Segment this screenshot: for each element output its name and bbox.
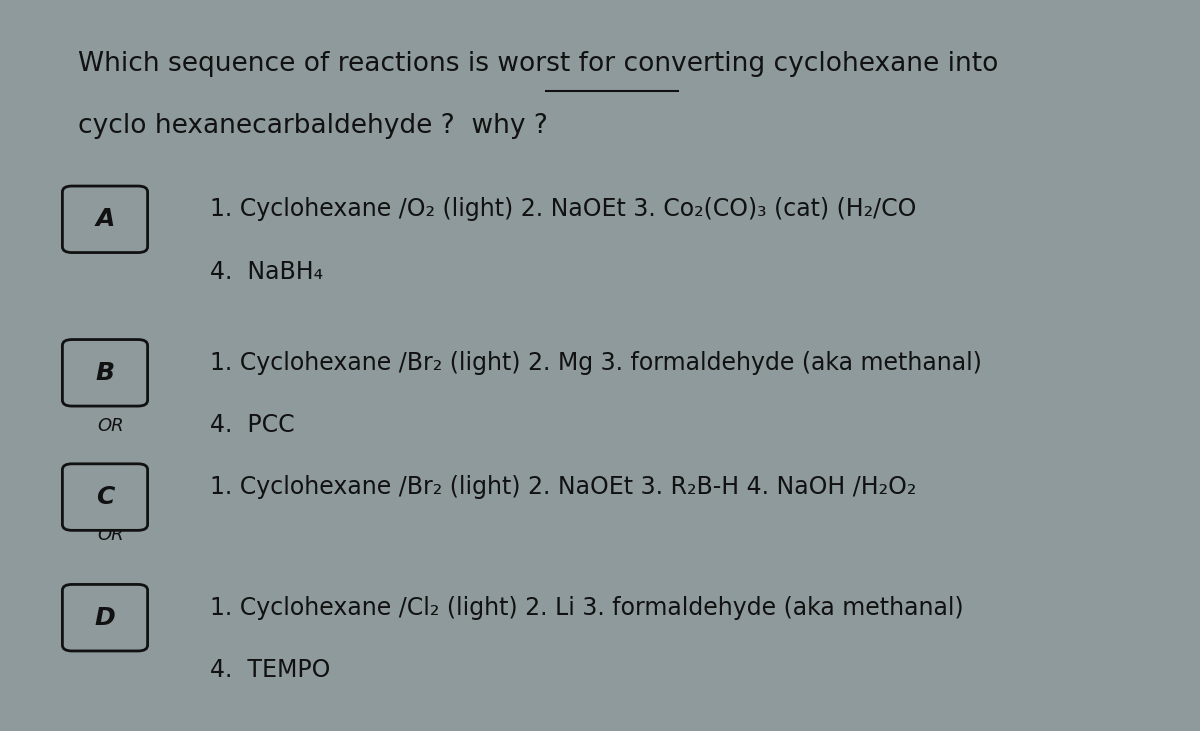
Text: 4.  TEMPO: 4. TEMPO <box>210 658 330 682</box>
Text: A: A <box>95 208 115 231</box>
Text: 1. Cyclohexane /Br₂ (light) 2. NaOEt 3. R₂B-H 4. NaOH /H₂O₂: 1. Cyclohexane /Br₂ (light) 2. NaOEt 3. … <box>210 475 917 499</box>
Text: B: B <box>96 361 114 385</box>
Text: 1. Cyclohexane /Br₂ (light) 2. Mg 3. formaldehyde (aka methanal): 1. Cyclohexane /Br₂ (light) 2. Mg 3. for… <box>210 351 982 375</box>
Text: C: C <box>96 485 114 509</box>
Text: OR: OR <box>97 417 125 435</box>
FancyBboxPatch shape <box>62 585 148 651</box>
Text: 4.  PCC: 4. PCC <box>210 413 295 437</box>
Text: OR: OR <box>97 603 125 621</box>
Text: D: D <box>95 606 115 629</box>
FancyBboxPatch shape <box>62 464 148 531</box>
Text: Which sequence of reactions is worst for converting cyclohexane into: Which sequence of reactions is worst for… <box>78 51 998 77</box>
Text: 1. Cyclohexane /Cl₂ (light) 2. Li 3. formaldehyde (aka methanal): 1. Cyclohexane /Cl₂ (light) 2. Li 3. for… <box>210 596 964 620</box>
Text: OR: OR <box>97 526 125 545</box>
FancyBboxPatch shape <box>62 186 148 253</box>
Text: 4.  NaBH₄: 4. NaBH₄ <box>210 260 323 284</box>
FancyBboxPatch shape <box>62 339 148 406</box>
Text: cyclo hexanecarbaldehyde ?  why ?: cyclo hexanecarbaldehyde ? why ? <box>78 113 548 140</box>
Text: 1. Cyclohexane /O₂ (light) 2. NaOEt 3. Co₂(CO)₃ (cat) (H₂/CO: 1. Cyclohexane /O₂ (light) 2. NaOEt 3. C… <box>210 197 917 221</box>
